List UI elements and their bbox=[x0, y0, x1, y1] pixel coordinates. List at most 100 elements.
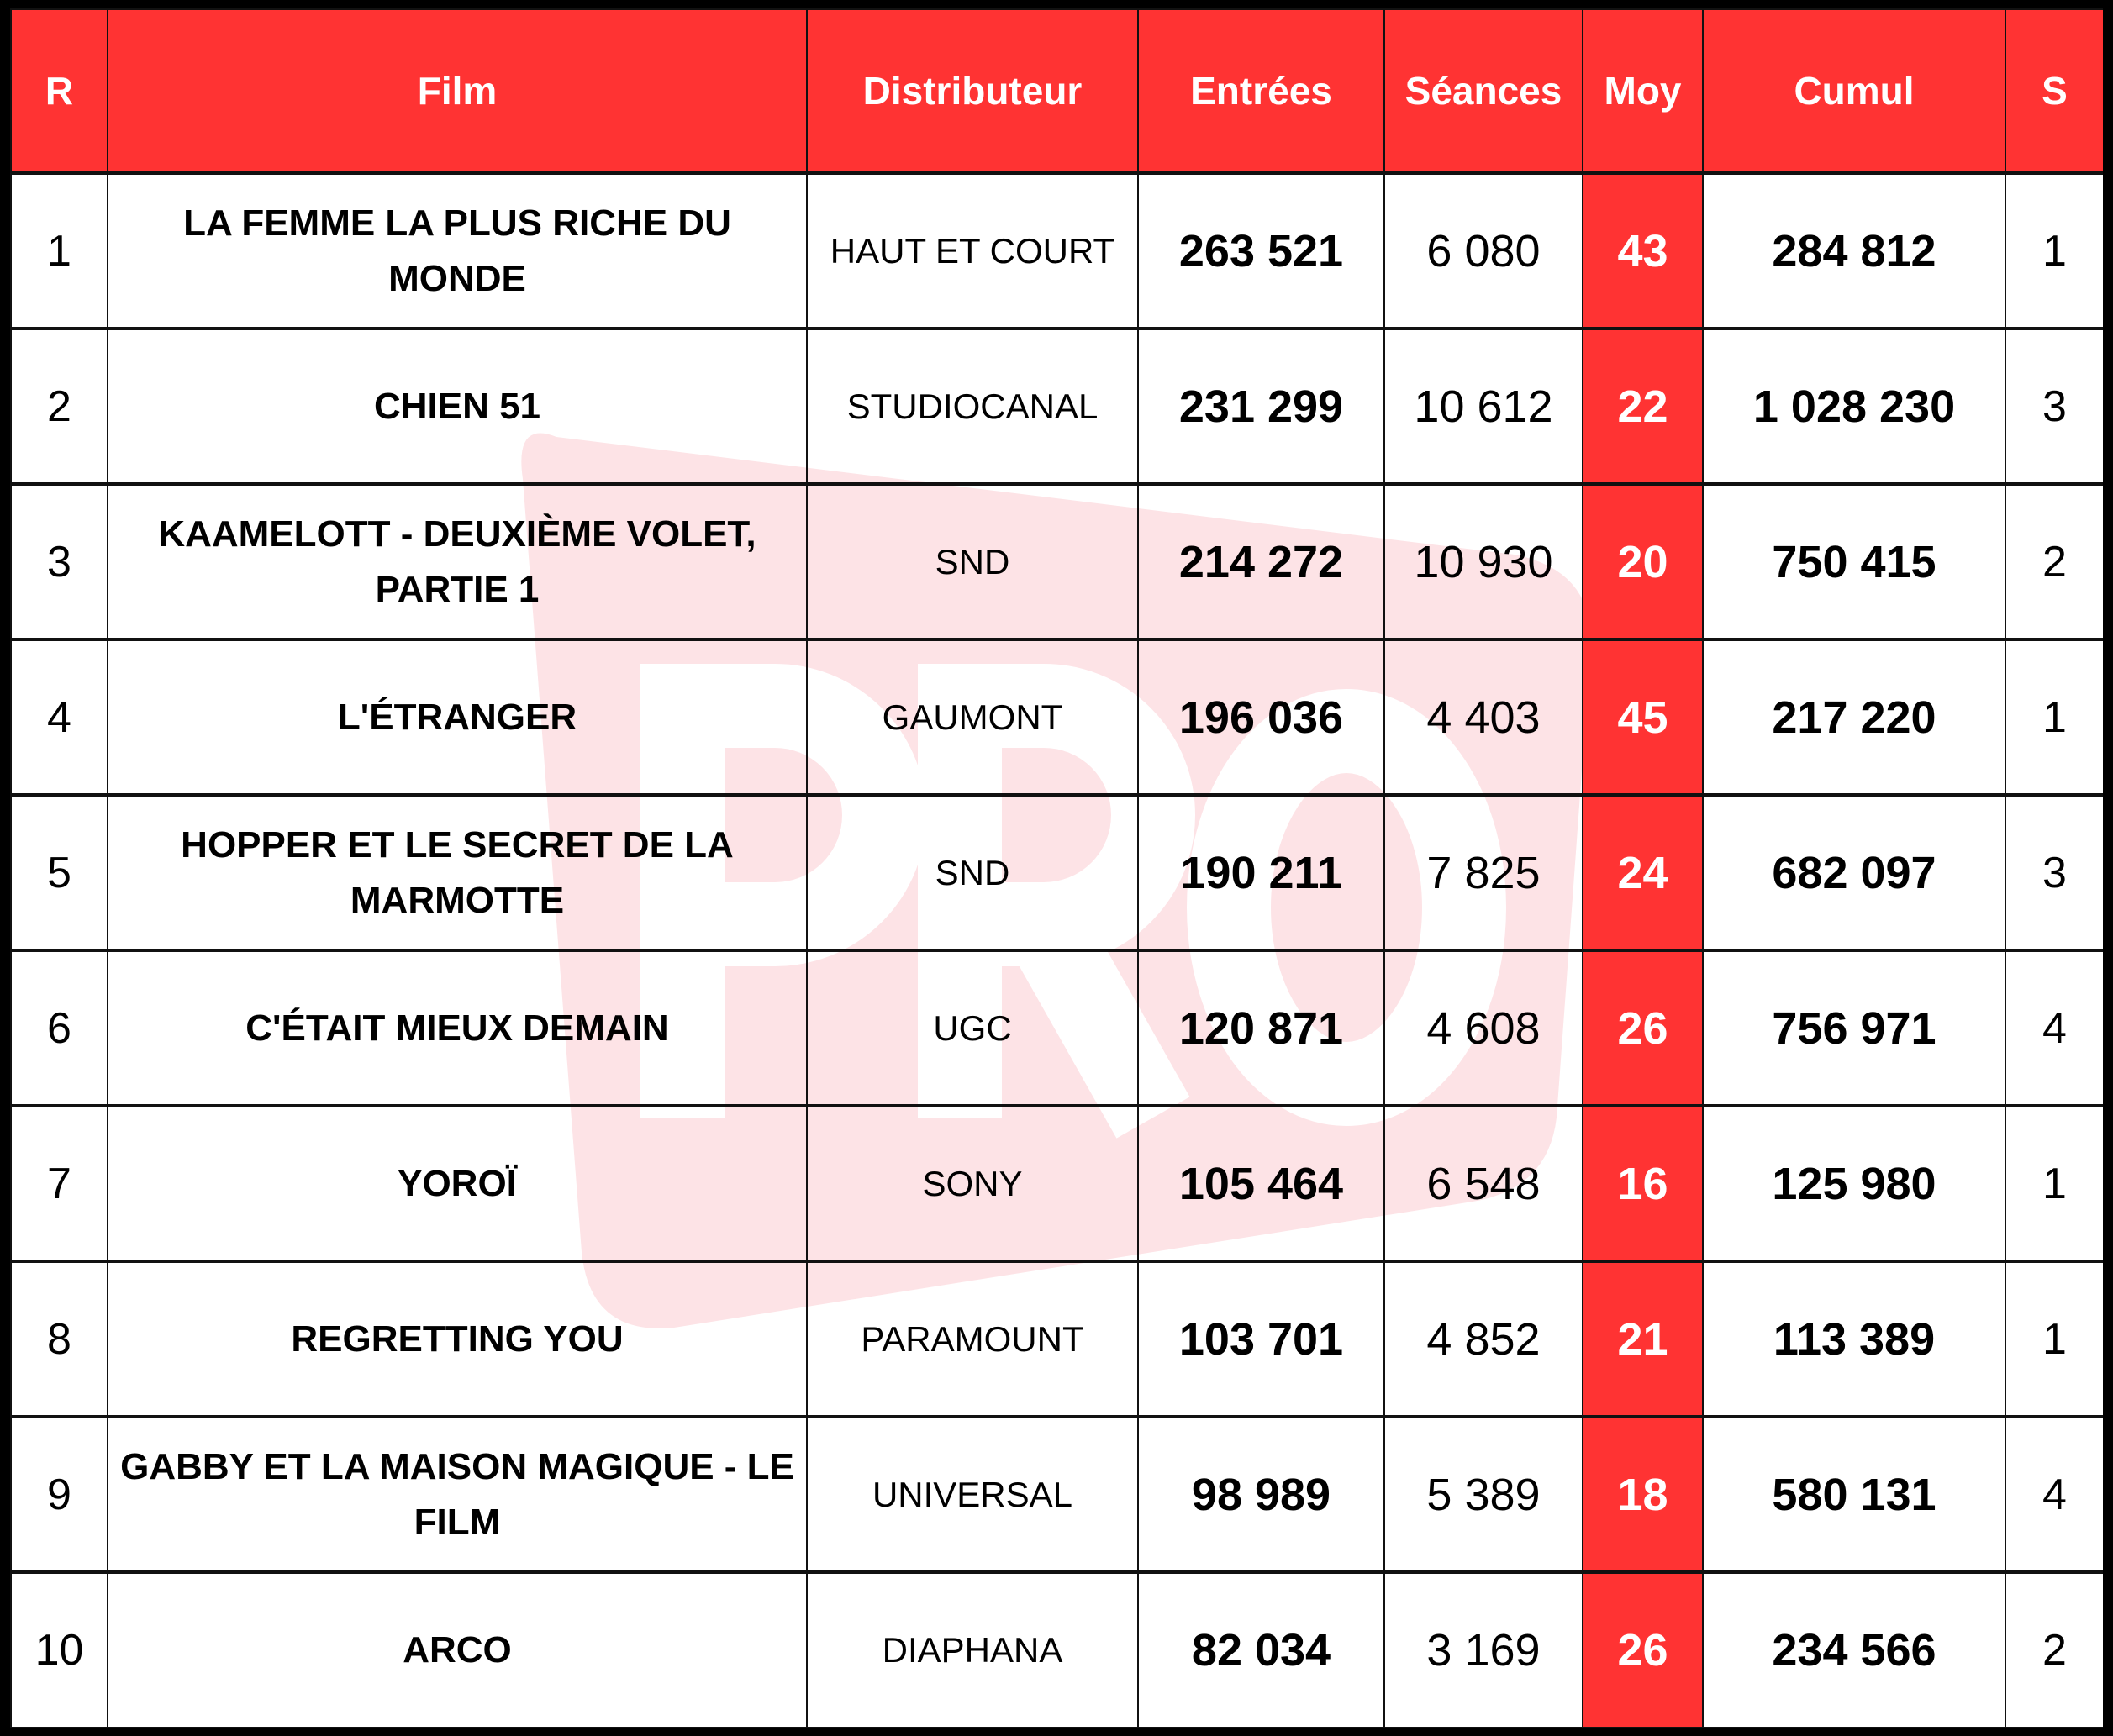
cell-rank: 6 bbox=[10, 949, 108, 1107]
cell-cumul: 682 097 bbox=[1702, 793, 2006, 951]
cell-entrees: 214 272 bbox=[1137, 482, 1385, 640]
box-office-table-frame: R Film Distributeur Entrées Séances Moy Cumul S… bbox=[10, 8, 2103, 1728]
cell-cumul: 750 415 bbox=[1702, 482, 2006, 640]
cell-weeks: 1 bbox=[2005, 1104, 2103, 1262]
table-row: 6 C'ÉTAIT MIEUX DEMAIN UGC 120 871 4 608 26 75… bbox=[10, 949, 2103, 1107]
cell-dist: GAUMONT bbox=[806, 638, 1139, 796]
cell-film: KAAMELOTT - DEUXIÈME VOLET, PARTIE 1 bbox=[107, 482, 808, 640]
cell-weeks: 4 bbox=[2005, 949, 2103, 1107]
cell-entrees: 120 871 bbox=[1137, 949, 1385, 1107]
cell-weeks: 2 bbox=[2005, 482, 2103, 640]
cell-entrees: 103 701 bbox=[1137, 1260, 1385, 1418]
column-header-distributor: Distributeur bbox=[806, 8, 1139, 175]
cell-moy: 26 bbox=[1582, 949, 1704, 1107]
cell-seances: 6 548 bbox=[1383, 1104, 1583, 1262]
cell-dist: SND bbox=[806, 793, 1139, 951]
cell-seances: 10 930 bbox=[1383, 482, 1583, 640]
box-office-table: R Film Distributeur Entrées Séances Moy Cumul S… bbox=[10, 8, 2103, 1728]
cell-rank: 5 bbox=[10, 793, 108, 951]
cell-entrees: 231 299 bbox=[1137, 327, 1385, 485]
table-row: 4 L'ÉTRANGER GAUMONT 196 036 4 403 45 217 220 1 bbox=[10, 638, 2103, 796]
column-header-film: Film bbox=[107, 8, 808, 175]
cell-rank: 10 bbox=[10, 1570, 108, 1728]
cell-weeks: 1 bbox=[2005, 1260, 2103, 1418]
cell-rank: 8 bbox=[10, 1260, 108, 1418]
cell-film: LA FEMME LA PLUS RICHE DU MONDE bbox=[107, 172, 808, 329]
cell-entrees: 98 989 bbox=[1137, 1415, 1385, 1573]
cell-moy: 43 bbox=[1582, 172, 1704, 329]
cell-rank: 1 bbox=[10, 172, 108, 329]
cell-dist: UGC bbox=[806, 949, 1139, 1107]
cell-film: CHIEN 51 bbox=[107, 327, 808, 485]
cell-rank: 9 bbox=[10, 1415, 108, 1573]
cell-weeks: 3 bbox=[2005, 793, 2103, 951]
table-row: 2 CHIEN 51 STUDIOCANAL 231 299 10 612 22 1 028… bbox=[10, 327, 2103, 485]
cell-rank: 7 bbox=[10, 1104, 108, 1262]
cell-weeks: 1 bbox=[2005, 172, 2103, 329]
column-header-cumulative: Cumul bbox=[1702, 8, 2006, 175]
cell-film: REGRETTING YOU bbox=[107, 1260, 808, 1418]
cell-cumul: 125 980 bbox=[1702, 1104, 2006, 1262]
cell-film: C'ÉTAIT MIEUX DEMAIN bbox=[107, 949, 808, 1107]
cell-entrees: 263 521 bbox=[1137, 172, 1385, 329]
cell-seances: 5 389 bbox=[1383, 1415, 1583, 1573]
cell-moy: 45 bbox=[1582, 638, 1704, 796]
column-header-weeks: S bbox=[2005, 8, 2103, 175]
cell-seances: 3 169 bbox=[1383, 1570, 1583, 1728]
cell-weeks: 3 bbox=[2005, 327, 2103, 485]
cell-dist: UNIVERSAL bbox=[806, 1415, 1139, 1573]
cell-dist: STUDIOCANAL bbox=[806, 327, 1139, 485]
cell-film: GABBY ET LA MAISON MAGIQUE - LE FILM bbox=[107, 1415, 808, 1573]
cell-cumul: 113 389 bbox=[1702, 1260, 2006, 1418]
cell-weeks: 2 bbox=[2005, 1570, 2103, 1728]
cell-seances: 4 403 bbox=[1383, 638, 1583, 796]
cell-dist: PARAMOUNT bbox=[806, 1260, 1139, 1418]
table-row: 3 KAAMELOTT - DEUXIÈME VOLET, PARTIE 1 SND… bbox=[10, 482, 2103, 640]
cell-moy: 22 bbox=[1582, 327, 1704, 485]
cell-seances: 10 612 bbox=[1383, 327, 1583, 485]
cell-weeks: 4 bbox=[2005, 1415, 2103, 1573]
cell-moy: 26 bbox=[1582, 1570, 1704, 1728]
cell-dist: SND bbox=[806, 482, 1139, 640]
cell-moy: 24 bbox=[1582, 793, 1704, 951]
cell-film: YOROÏ bbox=[107, 1104, 808, 1262]
table-row: 1 LA FEMME LA PLUS RICHE DU MONDE HAUT ET … bbox=[10, 172, 2103, 329]
cell-cumul: 756 971 bbox=[1702, 949, 2006, 1107]
cell-dist: DIAPHANA bbox=[806, 1570, 1139, 1728]
cell-seances: 4 852 bbox=[1383, 1260, 1583, 1418]
cell-film: ARCO bbox=[107, 1570, 808, 1728]
cell-entrees: 105 464 bbox=[1137, 1104, 1385, 1262]
table-row: 7 YOROÏ SONY 105 464 6 548 16 125 980 1 bbox=[10, 1104, 2103, 1262]
cell-moy: 16 bbox=[1582, 1104, 1704, 1262]
cell-dist: SONY bbox=[806, 1104, 1139, 1262]
column-header-rank: R bbox=[10, 8, 108, 175]
cell-cumul: 580 131 bbox=[1702, 1415, 2006, 1573]
cell-seances: 4 608 bbox=[1383, 949, 1583, 1107]
column-header-average: Moy bbox=[1582, 8, 1704, 175]
cell-film: L'ÉTRANGER bbox=[107, 638, 808, 796]
table-row: 9 GABBY ET LA MAISON MAGIQUE - LE FILM UNI… bbox=[10, 1415, 2103, 1573]
cell-moy: 18 bbox=[1582, 1415, 1704, 1573]
cell-seances: 7 825 bbox=[1383, 793, 1583, 951]
cell-weeks: 1 bbox=[2005, 638, 2103, 796]
cell-cumul: 217 220 bbox=[1702, 638, 2006, 796]
cell-moy: 21 bbox=[1582, 1260, 1704, 1418]
cell-rank: 2 bbox=[10, 327, 108, 485]
cell-seances: 6 080 bbox=[1383, 172, 1583, 329]
cell-rank: 4 bbox=[10, 638, 108, 796]
cell-dist: HAUT ET COURT bbox=[806, 172, 1139, 329]
cell-cumul: 1 028 230 bbox=[1702, 327, 2006, 485]
column-header-screenings: Séances bbox=[1383, 8, 1583, 175]
table-row: 5 HOPPER ET LE SECRET DE LA MARMOTTE SND 19… bbox=[10, 793, 2103, 951]
column-header-entries: Entrées bbox=[1137, 8, 1385, 175]
cell-cumul: 284 812 bbox=[1702, 172, 2006, 329]
cell-entrees: 190 211 bbox=[1137, 793, 1385, 951]
table-row: 8 REGRETTING YOU PARAMOUNT 103 701 4 852 21 11… bbox=[10, 1260, 2103, 1418]
cell-entrees: 196 036 bbox=[1137, 638, 1385, 796]
cell-entrees: 82 034 bbox=[1137, 1570, 1385, 1728]
cell-cumul: 234 566 bbox=[1702, 1570, 2006, 1728]
cell-film: HOPPER ET LE SECRET DE LA MARMOTTE bbox=[107, 793, 808, 951]
table-row: 10 ARCO DIAPHANA 82 034 3 169 26 234 566 2 bbox=[10, 1570, 2103, 1728]
cell-moy: 20 bbox=[1582, 482, 1704, 640]
header-row: R Film Distributeur Entrées Séances Moy Cumul S bbox=[10, 8, 2103, 175]
